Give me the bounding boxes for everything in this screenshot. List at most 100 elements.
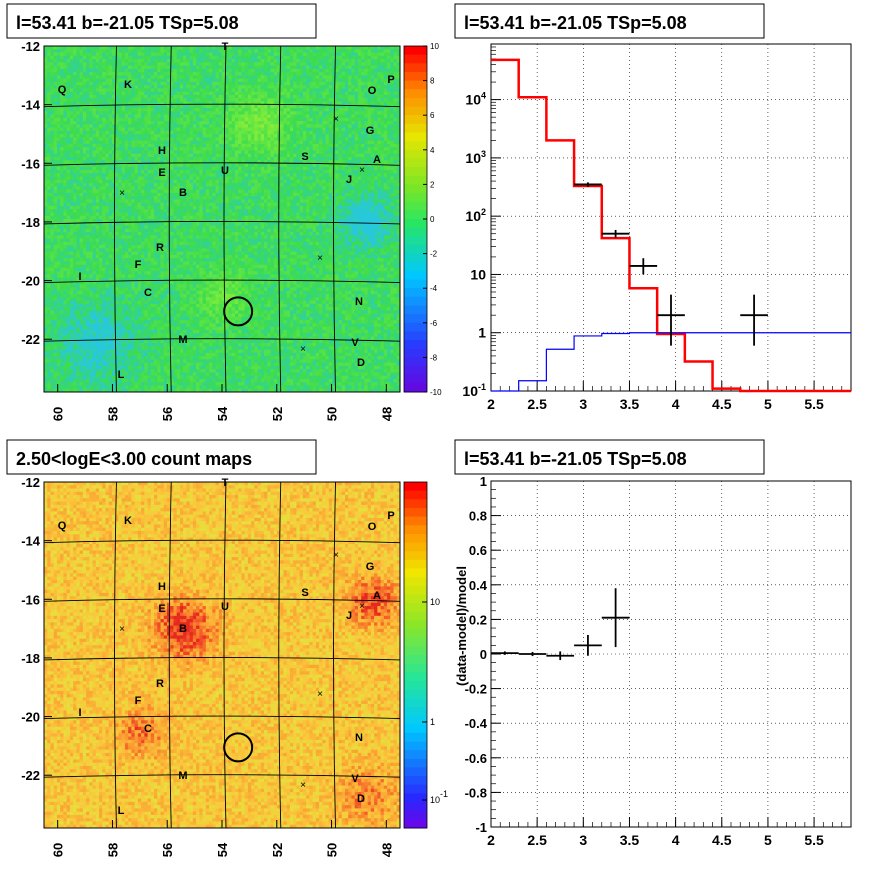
x-tick-label: 3.5 — [620, 832, 640, 848]
y-tick-label: -20 — [21, 274, 40, 289]
colorbar-frame — [403, 481, 428, 829]
source-label: K — [124, 515, 132, 527]
y-tick-label: -14 — [21, 98, 41, 113]
y-tick-label: 104 — [465, 91, 486, 108]
y-grid — [491, 515, 851, 793]
x-tick-label: 2.5 — [527, 396, 547, 412]
y-tick-label: -14 — [21, 534, 41, 549]
colorbar-tick-label: 0 — [430, 215, 435, 224]
x-tick-label: 56 — [160, 843, 175, 857]
y-tick-label: -0.2 — [465, 682, 487, 697]
blue-step-line — [491, 332, 851, 392]
tl-title: l=53.41 b=-21.05 TSp=5.08 — [16, 13, 239, 33]
source-marker: × — [333, 550, 339, 561]
y-tick-label: -1 — [475, 820, 487, 835]
source-label: B — [179, 623, 187, 635]
x-tick-label: 4.5 — [712, 396, 732, 412]
y-tick-label: 10 — [470, 266, 486, 282]
x-tick-label: 54 — [215, 842, 230, 857]
source-label: G — [366, 125, 375, 137]
source-label: A — [373, 154, 381, 166]
y-tick-label: -0.8 — [465, 785, 487, 800]
source-label: O — [368, 521, 377, 533]
data-point — [601, 588, 630, 648]
y-tick-label: 0.4 — [469, 578, 488, 593]
y-tick-label: -16 — [21, 156, 40, 171]
plot-frame — [490, 43, 852, 392]
source-label: V — [351, 337, 359, 349]
x-tick-label: 5.5 — [804, 396, 824, 412]
source-label: H — [158, 145, 166, 157]
source-label: J — [346, 174, 352, 186]
map-pixels — [44, 482, 401, 829]
x-tick-label: 2.5 — [527, 832, 547, 848]
source-label: L — [118, 805, 125, 817]
source-label: N — [355, 732, 363, 744]
y-tick-label: 10-1 — [462, 382, 486, 399]
data-point — [601, 229, 630, 238]
source-marker: × — [119, 624, 125, 635]
source-label: L — [118, 369, 125, 381]
x-tick-label: 52 — [270, 407, 285, 421]
source-marker: × — [119, 188, 125, 199]
source-label: P — [387, 74, 394, 86]
y-tick-label: 0.6 — [469, 543, 487, 558]
x-tick-label: 4.5 — [712, 832, 732, 848]
colorbar — [404, 482, 427, 829]
x-tick-label: 3 — [579, 396, 587, 412]
source-marker: × — [333, 114, 339, 125]
source-label: Q — [58, 84, 67, 96]
source-label: D — [357, 793, 365, 805]
x-tick-label: 3.5 — [620, 396, 640, 412]
x-tick-label: 60 — [51, 407, 66, 421]
y-tick-label: 103 — [465, 149, 486, 166]
x-tick-label: 5 — [764, 832, 772, 848]
source-label: V — [351, 773, 359, 785]
colorbar-tick-label: 2 — [430, 180, 435, 189]
y-tick-label: -18 — [21, 215, 40, 230]
source-marker: × — [300, 344, 306, 355]
y-tick-label: 1 — [478, 325, 486, 341]
bl-title-box — [6, 439, 317, 475]
y-tick-label: -20 — [21, 710, 40, 725]
data-point — [740, 294, 768, 346]
source-label: I — [78, 707, 81, 719]
colorbar-tick-label: -8 — [430, 353, 438, 362]
br-title: l=53.41 b=-21.05 TSp=5.08 — [464, 449, 687, 469]
y-tick-label: 1 — [480, 474, 487, 489]
tl-title-box — [6, 3, 317, 39]
colorbar-tick-label: 10 — [430, 597, 440, 607]
y-tick-label: -16 — [21, 592, 40, 607]
x-tick-label: 52 — [270, 843, 285, 857]
x-grid — [536, 44, 815, 391]
data-point — [657, 294, 685, 346]
data-point — [629, 258, 658, 275]
y-axis-title: (data-model)/model — [454, 566, 469, 686]
y-tick-label: -12 — [21, 475, 40, 490]
spectrum-plot: 2 2.5 3 3.5 4 4.5 5 5.5 10-1 1 10 102 103 104 l=53.41 … — [454, 3, 852, 412]
source-label: I — [78, 271, 81, 283]
bl-title: 2.50<logE<3.00 count maps — [16, 449, 252, 469]
x-tick-label: 5.5 — [804, 832, 824, 848]
source-label: K — [124, 79, 132, 91]
y-tick-label: -0.4 — [465, 716, 488, 731]
x-tick-label: 3 — [579, 832, 587, 848]
br-title-box — [454, 439, 765, 475]
y-tick-label: 102 — [465, 207, 486, 224]
source-label: R — [156, 678, 164, 690]
source-circle — [223, 732, 254, 763]
source-label: P — [387, 510, 394, 522]
x-tick-label: 48 — [379, 407, 394, 421]
source-label: A — [373, 590, 381, 602]
x-tick-label: 2 — [487, 832, 495, 848]
data-point — [518, 651, 547, 657]
source-label: T — [222, 41, 229, 53]
y-tick-label: 0.8 — [469, 509, 487, 524]
coordinate-grid — [43, 45, 401, 393]
data-point — [491, 651, 519, 655]
source-label: D — [357, 357, 365, 369]
data-point — [574, 182, 602, 187]
source-label: G — [366, 561, 375, 573]
y-tick-label: -22 — [21, 332, 40, 347]
x-tick-label: 4 — [672, 396, 680, 412]
